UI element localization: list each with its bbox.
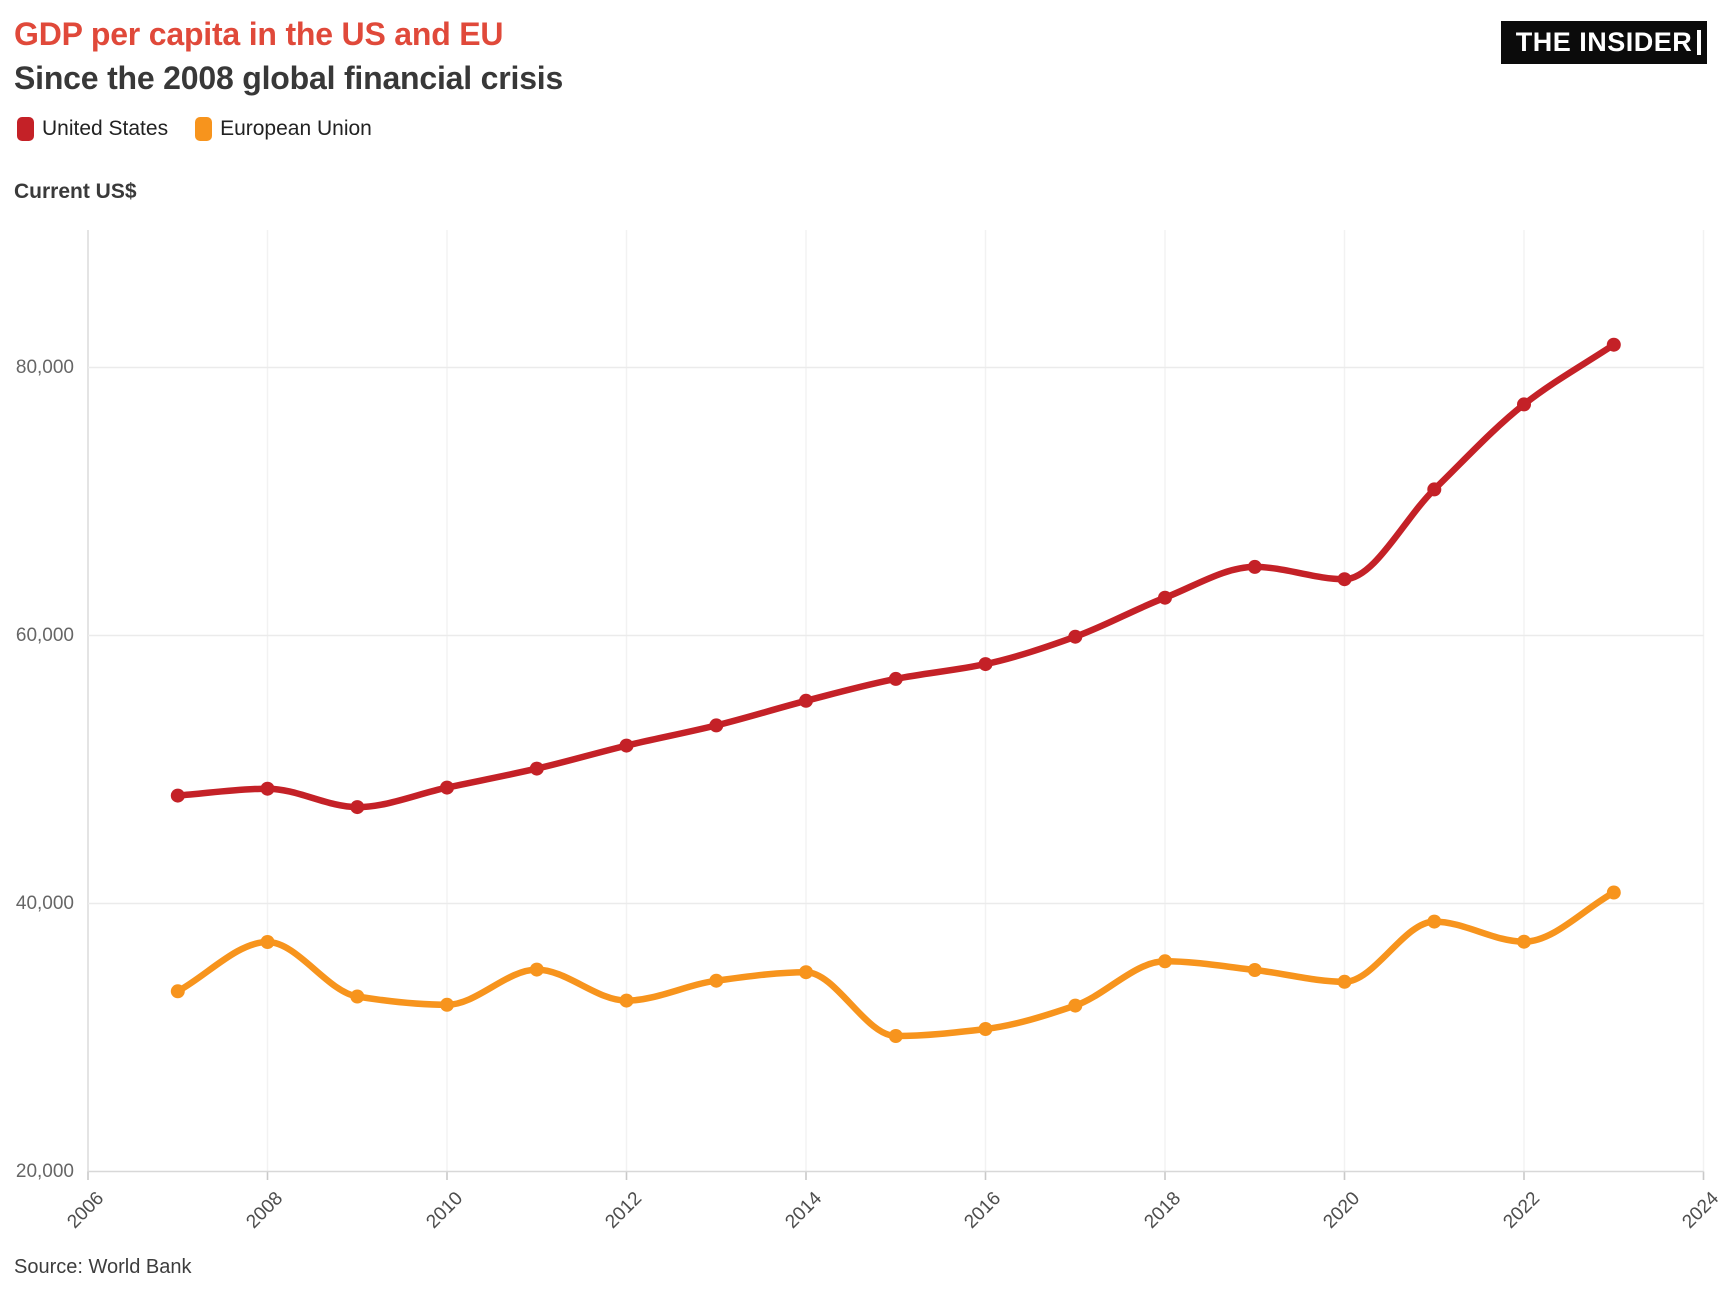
united-states-data-point — [709, 718, 724, 733]
chart-title: GDP per capita in the US and EU — [14, 16, 504, 52]
united-states-data-point — [619, 738, 634, 753]
united-states-data-point — [260, 781, 275, 796]
chart-subtitle: Since the 2008 global financial crisis — [14, 60, 564, 96]
european-union-data-point — [1337, 974, 1352, 989]
united-states-data-point — [978, 657, 993, 672]
european-union-data-point — [799, 965, 813, 980]
united-states-data-point — [799, 693, 813, 708]
united-states-series-line — [174, 341, 1618, 811]
european-union-data-point — [170, 984, 185, 999]
european-union-data-point — [1068, 998, 1083, 1013]
united-states-data-point — [1247, 559, 1262, 574]
united-states-data-point — [1337, 572, 1352, 587]
european-union-data-point — [978, 1022, 993, 1036]
y-tick-label: 80,000 — [15, 356, 74, 378]
united-states-data-point — [529, 761, 544, 776]
european-union-data-point — [350, 989, 365, 1004]
european-union-data-point — [619, 993, 634, 1008]
european-union-data-point — [260, 935, 275, 949]
logo-accent-bar — [1697, 30, 1701, 55]
legend-item-united-states: United States — [17, 117, 168, 141]
european-union-data-point — [1606, 885, 1621, 900]
european-union-data-point — [709, 973, 724, 988]
legend-label: European Union — [220, 117, 372, 140]
united-states-data-point — [888, 671, 903, 686]
legend-item-european-union: European Union — [195, 117, 372, 141]
united-states-data-point — [170, 788, 185, 803]
y-tick-label: 20,000 — [15, 1160, 74, 1182]
the-insider-logo: THE INSIDER — [1501, 21, 1707, 64]
y-tick-label: 60,000 — [15, 624, 74, 646]
legend-label: United States — [42, 117, 169, 140]
legend: United States European Union — [17, 117, 372, 141]
united-states-data-point — [350, 800, 365, 815]
european-union-data-point — [529, 962, 544, 977]
united-states-data-point — [1517, 397, 1531, 412]
united-states-data-point — [1427, 482, 1442, 497]
legend-swatch — [195, 117, 213, 141]
legend-swatch — [17, 117, 34, 141]
european-union-series-line — [174, 889, 1618, 1040]
european-union-data-point — [1158, 954, 1172, 969]
european-union-data-point — [1247, 963, 1262, 977]
united-states-data-point — [1606, 337, 1621, 352]
y-axis-title: Current US$ — [14, 180, 137, 203]
european-union-data-point — [1517, 934, 1531, 949]
logo-text: THE INSIDER — [1515, 27, 1693, 57]
united-states-data-point — [440, 780, 454, 795]
united-states-data-point — [1068, 629, 1083, 644]
y-tick-label: 40,000 — [15, 892, 74, 914]
source-note: Source: World Bank — [14, 1256, 192, 1278]
european-union-data-point — [888, 1029, 903, 1043]
european-union-data-point — [440, 997, 454, 1012]
european-union-data-point — [1427, 914, 1442, 929]
united-states-data-point — [1158, 590, 1172, 605]
